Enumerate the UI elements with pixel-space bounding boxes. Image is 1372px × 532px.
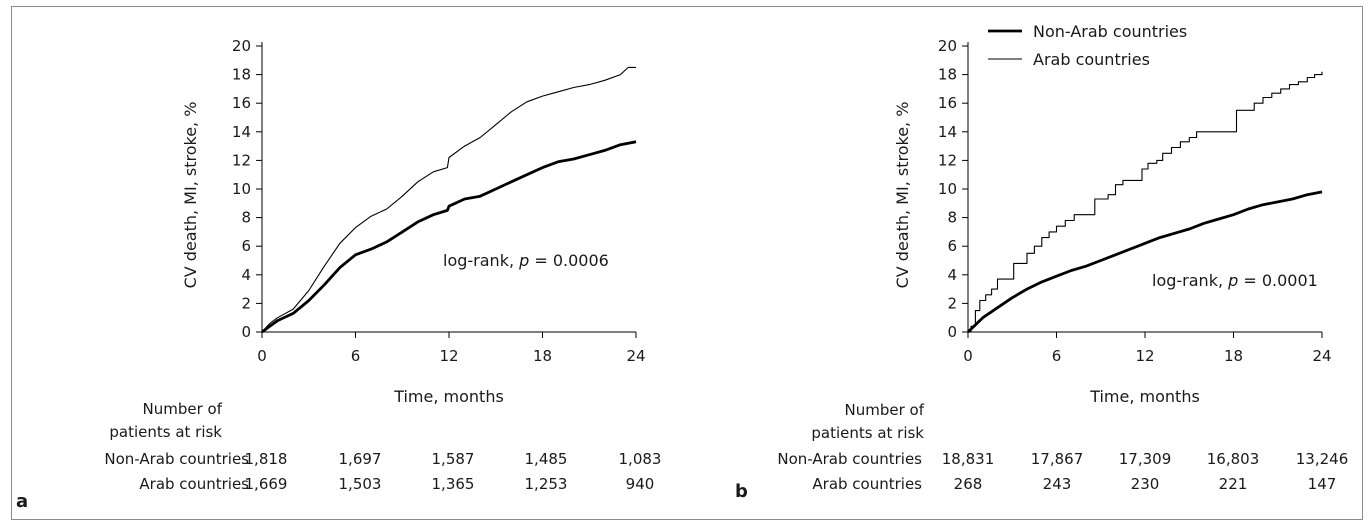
risk-value: 1,818 [245, 450, 288, 468]
y-axis-title: CV death, MI, stroke, % [181, 102, 200, 289]
risk-value: 1,485 [525, 450, 568, 468]
risk-value: 1,083 [619, 450, 662, 468]
risk-value: 13,246 [1296, 450, 1349, 468]
series-line-non-arab-countries [261, 140, 637, 334]
logrank-prefix: log-rank, [443, 251, 519, 270]
x-tick-label: 12 [1135, 347, 1154, 365]
y-tick-label: 12 [938, 151, 957, 169]
y-tick-label: 10 [232, 180, 251, 198]
logrank-p: p [1227, 271, 1238, 290]
y-tick-label: 2 [241, 294, 251, 312]
risk-table-header: patients at risk [109, 423, 222, 441]
y-tick-label: 4 [947, 266, 957, 284]
risk-value: 1,587 [432, 450, 475, 468]
x-axis-title: Time, months [1089, 387, 1200, 406]
y-tick-label: 0 [947, 323, 957, 341]
series-line-arab-countries [968, 71, 1323, 333]
logrank-annotation: log-rank, p = 0.0001 [1152, 271, 1318, 290]
risk-value: 1,365 [432, 475, 475, 493]
y-tick-label: 20 [232, 37, 251, 55]
legend-label: Arab countries [1033, 50, 1150, 69]
y-tick-label: 8 [947, 209, 957, 227]
series-line-arab-countries [261, 66, 636, 333]
y-tick-label: 10 [938, 180, 957, 198]
logrank-p: p [518, 251, 529, 270]
risk-value: 1,697 [339, 450, 382, 468]
risk-row-label: Arab countries [139, 475, 249, 493]
y-tick-label: 14 [232, 123, 251, 141]
y-tick-label: 6 [241, 237, 251, 255]
risk-value: 268 [954, 475, 983, 493]
risk-row-label: Non-Arab countries [777, 450, 922, 468]
risk-value: 221 [1219, 475, 1248, 493]
figure-frame [11, 6, 1363, 520]
y-tick-label: 18 [232, 66, 251, 84]
logrank-annotation: log-rank, p = 0.0006 [443, 251, 609, 270]
logrank-prefix: log-rank, [1152, 271, 1228, 290]
risk-value: 16,803 [1207, 450, 1260, 468]
panel-letter: b [735, 481, 748, 502]
risk-value: 17,867 [1031, 450, 1084, 468]
risk-value: 1,503 [339, 475, 382, 493]
y-tick-label: 2 [947, 294, 957, 312]
x-tick-label: 18 [533, 347, 552, 365]
y-tick-label: 6 [947, 237, 957, 255]
risk-row-label: Non-Arab countries [104, 450, 249, 468]
x-axis-title: Time, months [393, 387, 504, 406]
y-tick-label: 0 [241, 323, 251, 341]
y-tick-label: 20 [938, 37, 957, 55]
risk-value: 17,309 [1119, 450, 1172, 468]
y-tick-label: 14 [938, 123, 957, 141]
y-tick-label: 16 [232, 94, 251, 112]
risk-value: 18,831 [942, 450, 995, 468]
y-tick-label: 8 [241, 209, 251, 227]
y-tick-label: 18 [938, 66, 957, 84]
x-tick-label: 6 [351, 347, 361, 365]
y-axis-title: CV death, MI, stroke, % [893, 102, 912, 289]
logrank-value: = 0.0006 [529, 251, 609, 270]
risk-table-header: Number of [845, 401, 925, 419]
x-tick-label: 0 [963, 347, 973, 365]
x-tick-label: 0 [257, 347, 267, 365]
x-tick-label: 12 [439, 347, 458, 365]
y-tick-label: 12 [232, 151, 251, 169]
risk-table-header: patients at risk [811, 424, 924, 442]
x-tick-label: 18 [1224, 347, 1243, 365]
risk-value: 1,669 [245, 475, 288, 493]
y-tick-label: 4 [241, 266, 251, 284]
risk-value: 147 [1308, 475, 1337, 493]
x-tick-label: 24 [1312, 347, 1331, 365]
risk-table-header: Number of [143, 400, 223, 418]
risk-value: 1,253 [525, 475, 568, 493]
risk-value: 230 [1131, 475, 1160, 493]
y-tick-label: 16 [938, 94, 957, 112]
x-tick-label: 24 [626, 347, 645, 365]
risk-row-label: Arab countries [812, 475, 922, 493]
series-line-non-arab-countries [967, 190, 1323, 334]
risk-value: 940 [626, 475, 655, 493]
logrank-value: = 0.0001 [1238, 271, 1318, 290]
x-tick-label: 6 [1052, 347, 1062, 365]
risk-value: 243 [1043, 475, 1072, 493]
legend-label: Non-Arab countries [1033, 22, 1187, 41]
panel-letter: a [16, 491, 28, 512]
